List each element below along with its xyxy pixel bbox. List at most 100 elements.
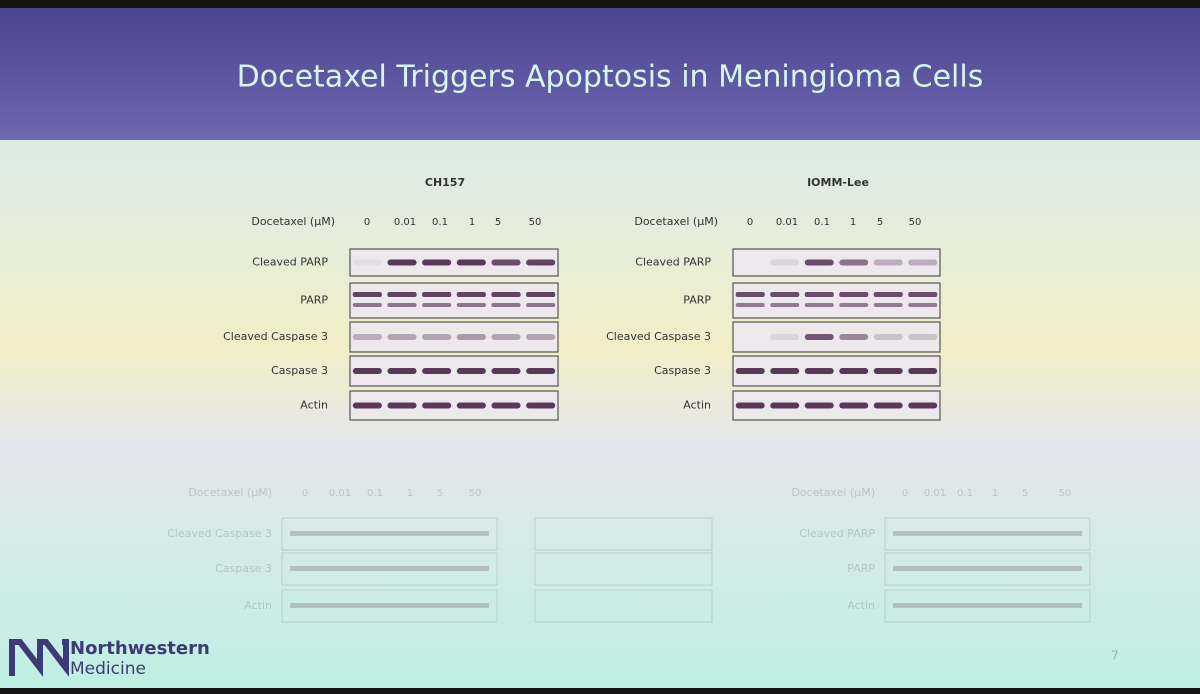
- band: [526, 368, 556, 374]
- band: [735, 292, 765, 297]
- dose: 0.01: [776, 217, 798, 228]
- band: [422, 292, 452, 297]
- blot-box: [281, 589, 498, 623]
- band: [804, 292, 834, 297]
- band: [804, 303, 834, 307]
- blot-box: [732, 282, 941, 319]
- band: [735, 368, 765, 374]
- band: [456, 292, 486, 297]
- band: [770, 334, 800, 340]
- band: [893, 531, 1082, 536]
- dose: 5: [1022, 488, 1028, 499]
- band: [770, 368, 800, 374]
- dose-label: Docetaxel (µM): [251, 215, 335, 228]
- band: [893, 566, 1082, 571]
- band: [839, 368, 869, 374]
- band: [839, 402, 869, 409]
- band: [422, 259, 452, 266]
- blot-box: [349, 282, 559, 319]
- band: [839, 259, 869, 266]
- blot-box: [534, 552, 713, 586]
- band: [873, 303, 903, 307]
- band: [893, 603, 1082, 608]
- band: [735, 303, 765, 307]
- band: [526, 259, 556, 266]
- logo: Northwestern Medicine: [9, 638, 210, 679]
- band: [456, 402, 486, 409]
- blot-box: [281, 517, 498, 551]
- band: [908, 292, 938, 297]
- band: [422, 402, 452, 409]
- dose: 1: [407, 488, 413, 499]
- band: [352, 368, 382, 374]
- blot-label: Actin: [300, 399, 328, 412]
- panel-title: IOMM-Lee: [807, 176, 869, 189]
- band: [352, 334, 382, 340]
- band: [491, 334, 521, 340]
- dose-label: Docetaxel (µM): [634, 215, 718, 228]
- blot-label: Caspase 3: [271, 364, 328, 377]
- band: [839, 292, 869, 297]
- blot-box: [534, 589, 713, 623]
- band: [491, 259, 521, 266]
- band: [526, 303, 556, 307]
- band: [491, 292, 521, 297]
- band: [387, 292, 417, 297]
- band: [387, 402, 417, 409]
- logo-mark: [9, 639, 69, 677]
- blot-label: PARP: [300, 294, 328, 307]
- dose: 0.1: [432, 217, 448, 228]
- blot-label: Cleaved PARP: [635, 256, 711, 269]
- dose: 0: [902, 488, 908, 499]
- band: [804, 334, 834, 340]
- blot-box: [884, 552, 1091, 586]
- band: [735, 402, 765, 409]
- blot-panel: IOMM-Lee Docetaxel (µM) 0 0.01 0.1 1 5 50 Cleave…: [606, 176, 941, 421]
- band: [908, 402, 938, 409]
- band: [873, 292, 903, 297]
- band: [387, 368, 417, 374]
- band: [352, 259, 382, 266]
- panel-title: CH157: [425, 176, 465, 189]
- dose: 1: [850, 217, 856, 228]
- blot-box: [349, 390, 559, 421]
- dose: 0.1: [957, 488, 973, 499]
- band: [491, 368, 521, 374]
- blot-label: Cleaved Caspase 3: [223, 330, 328, 343]
- band: [804, 259, 834, 266]
- dose: 0.01: [924, 488, 946, 499]
- blot-label: Actin: [847, 599, 875, 612]
- band: [456, 303, 486, 307]
- blot-label: Caspase 3: [215, 562, 272, 575]
- blot-box: [732, 390, 941, 421]
- band: [491, 303, 521, 307]
- blot-box: [732, 248, 941, 277]
- blot-label: Cleaved Caspase 3: [606, 330, 711, 343]
- band: [290, 603, 489, 608]
- blot-label: Cleaved PARP: [799, 527, 875, 540]
- band: [422, 303, 452, 307]
- dose: 50: [469, 488, 482, 499]
- blot-label: Actin: [683, 399, 711, 412]
- blot-box: [534, 517, 713, 551]
- band: [804, 402, 834, 409]
- band: [422, 334, 452, 340]
- blot-label: Caspase 3: [654, 364, 711, 377]
- dose: 0.1: [814, 217, 830, 228]
- blot-box: [349, 248, 559, 277]
- logo-line1: Northwestern: [70, 638, 210, 659]
- blot-box: [732, 321, 941, 353]
- band: [387, 259, 417, 266]
- dose: 5: [495, 217, 501, 228]
- dose: 0: [747, 217, 753, 228]
- band: [873, 402, 903, 409]
- band: [526, 292, 556, 297]
- blot-label: Cleaved Caspase 3: [167, 527, 272, 540]
- band: [908, 368, 938, 374]
- dose: 50: [529, 217, 542, 228]
- blot-label: Actin: [244, 599, 272, 612]
- dose: 0: [364, 217, 370, 228]
